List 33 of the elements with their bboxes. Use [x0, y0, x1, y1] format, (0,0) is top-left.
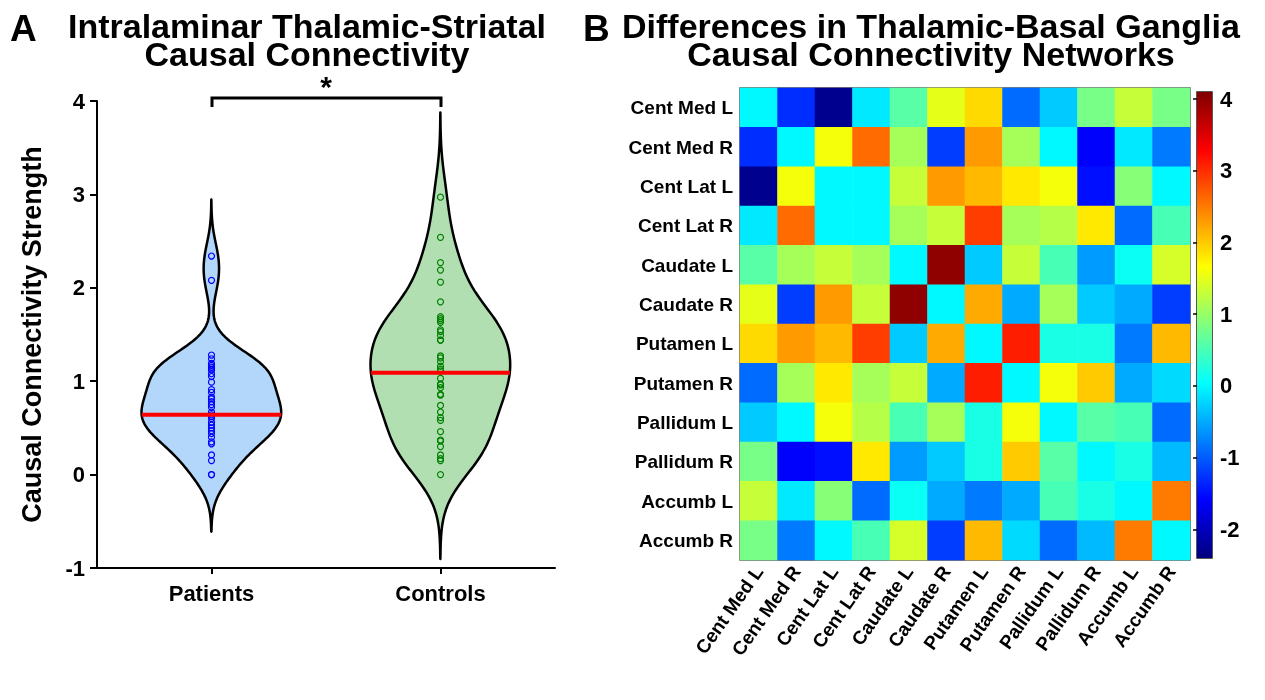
color-bar-label: 3 [1220, 158, 1233, 184]
text: A [10, 8, 37, 49]
color-bar-label: -1 [1220, 445, 1240, 471]
y-tick-label: Cent Lat L [640, 175, 734, 197]
y-tick-label: Putamen R [633, 372, 734, 394]
y-tick-label: -1 [65, 555, 85, 581]
y-tick-label: Pallidum R [634, 451, 734, 473]
y-tick-label: Accumb L [641, 490, 734, 512]
y-tick-label: Putamen L [635, 333, 734, 355]
y-tick-label: 1 [72, 368, 85, 394]
y-tick-label: Cent Med R [628, 136, 734, 158]
x-tick-label: Controls [395, 580, 486, 606]
y-axis-title: Causal Connectivity Strength [16, 146, 47, 523]
y-tick-label: 2 [72, 275, 85, 301]
y-tick-label: Accumb R [639, 529, 734, 551]
y-tick-label: 3 [72, 181, 85, 207]
y-tick-label: Cent Med L [630, 97, 734, 119]
y-tick-label: Caudate R [639, 293, 734, 315]
y-tick-label: 4 [72, 88, 86, 114]
chart-title: Differences in Thalamic-Basal Ganglia Causal Connectivity Networks [622, 7, 1240, 73]
color-bar-label: -2 [1220, 516, 1240, 542]
color-bar-label: 1 [1220, 301, 1233, 327]
chart-title: Intralaminar Thalamic-Striatal Causal Connectivity [66, 7, 547, 73]
annotation: * [320, 70, 332, 103]
y-tick-label: Cent Lat R [638, 215, 734, 237]
x-tick-label: Patients [168, 580, 255, 606]
y-tick-label: Caudate L [641, 254, 734, 276]
y-tick-label: Pallidum L [636, 411, 734, 433]
color-bar-label: 4 [1220, 86, 1233, 112]
y-tick-label: 0 [72, 462, 85, 488]
color-bar-label: 0 [1220, 373, 1233, 399]
color-bar-label: 2 [1220, 230, 1233, 256]
text: B [583, 8, 610, 49]
